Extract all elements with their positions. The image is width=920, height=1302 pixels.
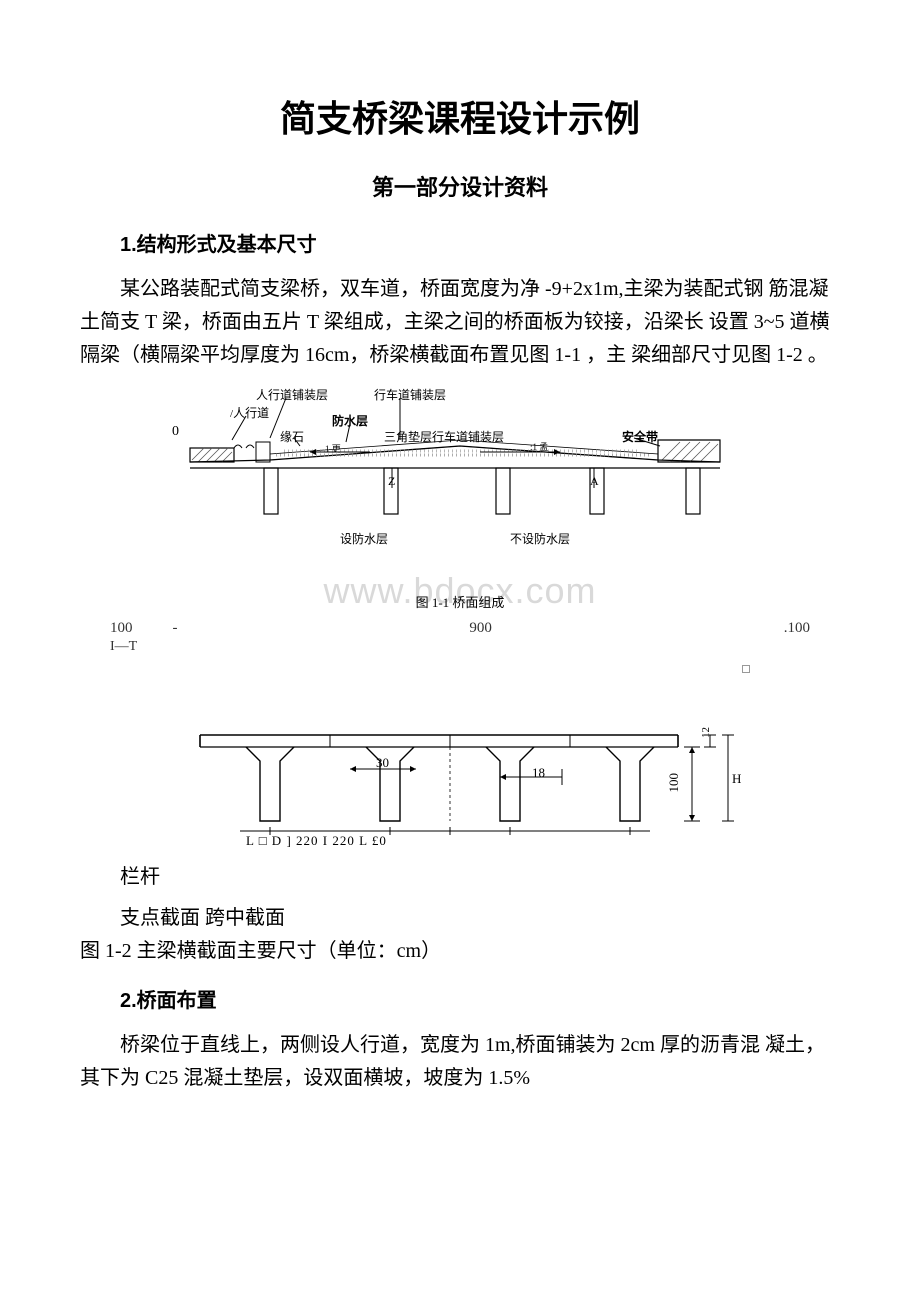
dim-12: 12 — [700, 727, 712, 738]
figure-1-1-dimensions: 100 - 900 . 100 — [80, 614, 840, 637]
figure-1-2-drawing: 30 18 100 12 H L □ D ] 220 I 220 L £0 — [180, 717, 740, 847]
figure-1-2: 30 18 100 12 H L □ D ] 220 I 220 L £0 — [80, 717, 840, 847]
dim-100: 100 — [666, 773, 682, 793]
figure-1-1-drawing: 人行道铺装层 行车道铺装层 /人行道 防水层 缘石 三角垫层行车道铺装层 安全带… — [160, 382, 760, 562]
figure-1-1-caption: 图 1-1 桥面组成 — [80, 568, 840, 611]
dim-it-label: I—T — [80, 639, 840, 655]
document-title: 简支桥梁课程设计示例 — [80, 90, 840, 142]
label-sections: 支点截面 跨中截面 — [80, 902, 840, 935]
label-railing: 栏杆 — [80, 861, 840, 894]
section-2-heading: 2.桥面布置 — [120, 984, 840, 1013]
dim-left: 100 — [110, 620, 133, 637]
part-title: 第一部分设计资料 — [80, 170, 840, 202]
dim-mid: 900 — [178, 620, 784, 637]
section-1-paragraph: 某公路装配式简支梁桥，双车道，桥面宽度为净 -9+2x1m,主梁为装配式钢 筋混… — [80, 273, 840, 372]
figure-1-1-svg — [160, 382, 760, 562]
tiny-square-icon — [742, 665, 750, 673]
dim-18: 18 — [532, 765, 545, 781]
figure-1-1: 人行道铺装层 行车道铺装层 /人行道 防水层 缘石 三角垫层行车道铺装层 安全带… — [80, 382, 840, 677]
figure-1-2-svg — [180, 717, 740, 847]
after-figure-text: 栏杆 支点截面 跨中截面 图 1-2 主梁横截面主要尺寸（单位：cm） — [80, 861, 840, 968]
dim-right: 100 — [788, 620, 811, 637]
figure-1-2-caption: 图 1-2 主梁横截面主要尺寸（单位：cm） — [80, 935, 840, 968]
dim-h: H — [732, 771, 741, 787]
section-1-heading: 1.结构形式及基本尺寸 — [120, 228, 840, 257]
dim-30: 30 — [376, 755, 389, 771]
dim-bottom-row: L □ D ] 220 I 220 L £0 — [246, 833, 387, 849]
section-2-paragraph: 桥梁位于直线上，两侧设人行道，宽度为 1m,桥面铺装为 2cm 厚的沥青混 凝土… — [80, 1029, 840, 1095]
